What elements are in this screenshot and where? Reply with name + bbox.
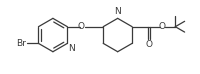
Text: Br: Br [16,39,26,48]
Text: N: N [114,7,120,16]
Text: O: O [145,40,152,49]
Text: N: N [68,44,75,53]
Text: O: O [157,22,164,31]
Text: O: O [77,22,84,31]
